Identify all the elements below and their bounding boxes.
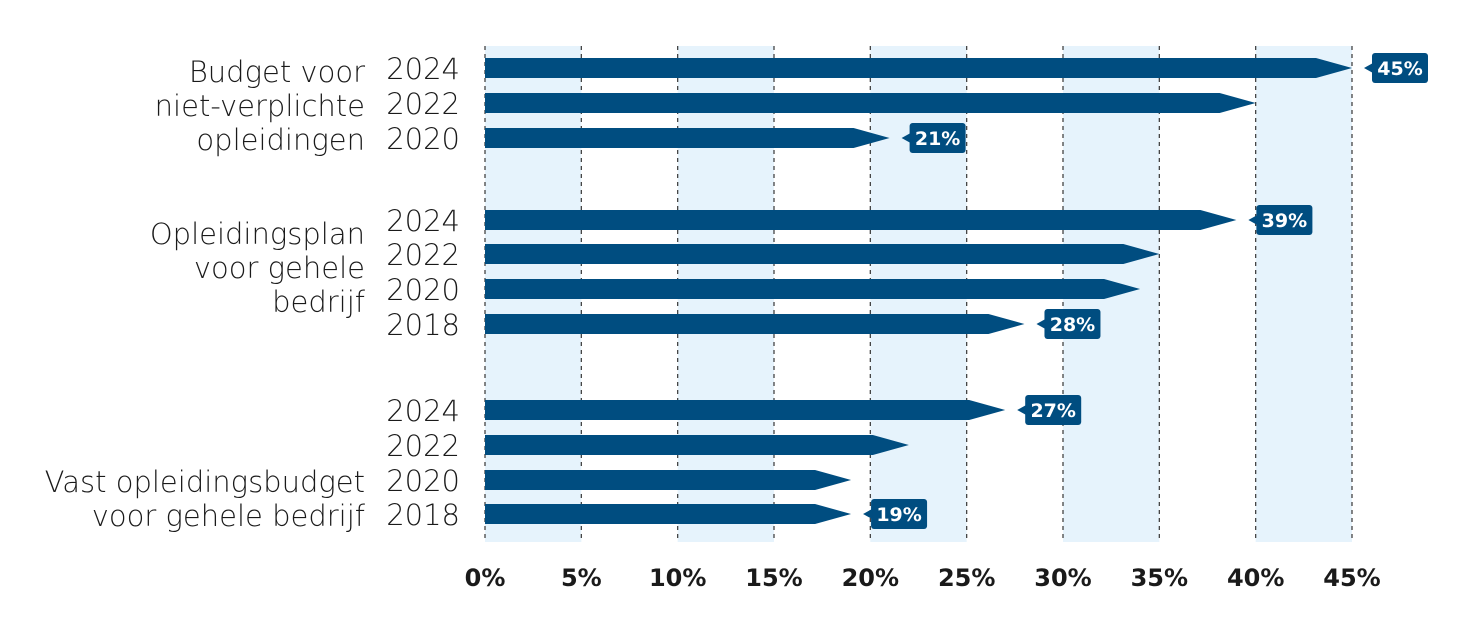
data-label-text: 39%: [1262, 210, 1307, 232]
group-label: niet-verplichte: [155, 89, 365, 123]
bar: [485, 58, 1352, 78]
group-label: voor gehele: [194, 251, 365, 285]
data-label: 45%: [1364, 53, 1428, 83]
bar: [485, 470, 852, 490]
x-axis-ticks: 0% 5% 10% 15% 20% 25% 30% 35% 40% 45%: [465, 564, 1381, 592]
bar: [485, 93, 1256, 113]
data-label-text: 27%: [1030, 400, 1075, 422]
group-label: opleidingen: [196, 123, 365, 157]
bar: [485, 279, 1141, 299]
group-label: Opleidingsplan: [150, 217, 365, 251]
year-label: 2024: [386, 204, 460, 238]
year-label: 2018: [386, 308, 460, 342]
bar: [485, 128, 890, 148]
year-label: 2024: [386, 394, 460, 428]
group-label: Vast opleidingsbudget: [45, 465, 365, 499]
group-label: bedrijf: [272, 285, 366, 319]
x-tick-label: 10%: [649, 564, 706, 592]
background-band: [1255, 46, 1352, 542]
year-labels: 2024202220202024202220202018202420222020…: [386, 52, 460, 532]
bar: [485, 314, 1025, 334]
x-tick-label: 15%: [745, 564, 802, 592]
bar: [485, 504, 852, 524]
year-label: 2020: [386, 122, 460, 156]
group-label: Budget voor: [189, 55, 365, 89]
data-label-text: 45%: [1377, 58, 1422, 80]
x-tick-label: 25%: [938, 564, 995, 592]
bar: [485, 210, 1237, 230]
data-label: 27%: [1017, 395, 1082, 425]
x-tick-label: 45%: [1323, 564, 1380, 592]
x-tick-label: 35%: [1131, 564, 1188, 592]
year-label: 2020: [386, 464, 460, 498]
data-label: 28%: [1036, 309, 1101, 339]
bar: [485, 435, 909, 455]
data-label-text: 21%: [915, 128, 960, 150]
data-labels: 45% 21% 39% 28% 27% 19%: [863, 53, 1428, 529]
x-tick-label: 40%: [1227, 564, 1284, 592]
bar: [485, 244, 1160, 264]
x-tick-label: 30%: [1034, 564, 1091, 592]
data-label: 39%: [1248, 205, 1313, 235]
year-label: 2022: [386, 238, 460, 272]
group-label: voor gehele bedrijf: [92, 499, 366, 533]
year-label: 2022: [386, 87, 460, 121]
data-label: 19%: [863, 499, 928, 529]
data-label-text: 28%: [1050, 314, 1095, 336]
x-tick-label: 20%: [842, 564, 899, 592]
x-tick-label: 0%: [465, 564, 506, 592]
year-label: 2022: [386, 429, 460, 463]
x-tick-label: 5%: [561, 564, 602, 592]
year-label: 2018: [386, 498, 460, 532]
bar: [485, 400, 1006, 420]
year-label: 2024: [386, 52, 460, 86]
data-label-text: 19%: [876, 504, 921, 526]
bars: [485, 58, 1352, 524]
year-label: 2020: [386, 273, 460, 307]
data-label: 21%: [901, 123, 966, 153]
